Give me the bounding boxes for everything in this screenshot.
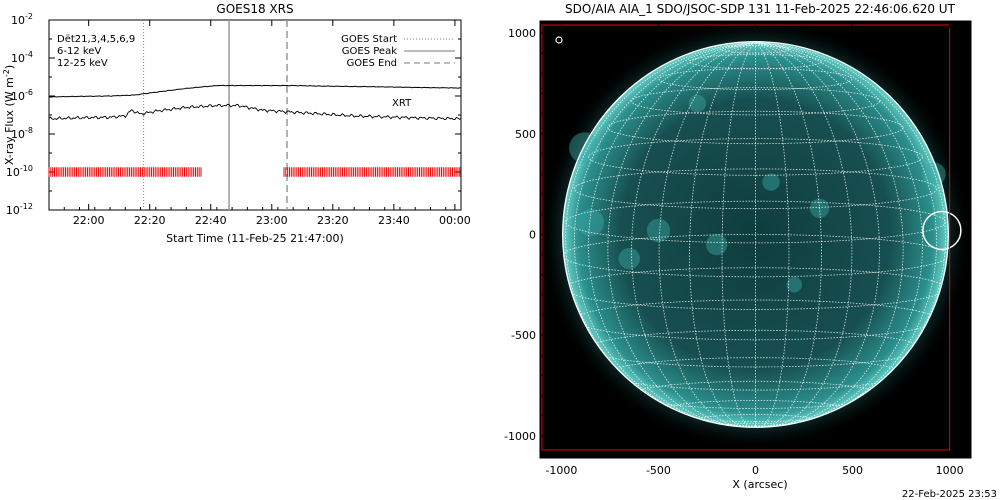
active-region [618, 247, 640, 270]
goes-y-tick-label: 10-2 [11, 12, 33, 27]
latitude-grid-line [573, 168, 938, 210]
aia-y-tick-label: 1000 [508, 27, 536, 40]
aia-flare-location-marker [922, 210, 962, 251]
latitude-grid-line [588, 138, 923, 176]
legend-low-band: 6-12 keV [57, 46, 101, 57]
longitude-grid-line [755, 42, 938, 427]
goes-x-tick-label: 22:00 [73, 214, 105, 227]
latitude-grid-line [562, 234, 949, 278]
active-region [809, 198, 830, 218]
aia-x-tick-label: -1000 [545, 464, 577, 477]
aia-x-tick-label: 0 [752, 464, 759, 477]
latitude-grid-line [565, 267, 946, 310]
goes-y-tick-label: 10-6 [11, 88, 33, 103]
aia-chart-title: SDO/AIA AIA_1 SDO/JSOC-SDP 131 11-Feb-20… [565, 2, 956, 16]
goes-x-tick-label: 22:20 [134, 214, 166, 227]
longitude-grid-line [689, 42, 756, 428]
active-region [922, 162, 946, 186]
xrt-label: XRT [392, 98, 412, 109]
goes-flux-series-2 [48, 103, 462, 121]
goes-x-tick-label: 23:20 [317, 214, 349, 227]
latitude-grid-line [565, 200, 946, 244]
goes-y-tick-label: 10-12 [6, 202, 33, 217]
aia-image-background [540, 21, 971, 458]
longitude-grid-line [755, 42, 822, 428]
longitude-grid-line [721, 42, 756, 428]
latitude-grid-line [689, 53, 822, 70]
legend-goes-end: GOES End [347, 58, 397, 69]
goes-x-tick-label: 23:40 [378, 214, 410, 227]
aia-plot-frame [539, 20, 972, 459]
xrt-fov-box [541, 24, 951, 451]
footer-timestamp: 22-Feb-2025 23:53 [902, 489, 997, 500]
longitude-grid-line [588, 42, 756, 427]
latitude-grid-line [631, 87, 880, 116]
latitude-grid-line [607, 110, 904, 145]
latitude-grid-line [588, 329, 923, 368]
active-region [786, 277, 803, 293]
goes-y-tick-label: 10-4 [11, 50, 33, 65]
solar-limb [562, 40, 949, 428]
goes-y-tick-label: 10-10 [6, 164, 33, 179]
goes-x-axis-label: Start Time (11-Feb-25 21:47:00) [166, 232, 344, 245]
xrt-fov-label: XRT FOV [551, 424, 594, 435]
aia-x-tick-label: -500 [646, 464, 671, 477]
goes-y-tick-label: 10-8 [11, 126, 33, 141]
longitude-grid-line [565, 42, 756, 427]
legend-goes-start: GOES Start [341, 34, 397, 45]
longitude-grid-line [607, 42, 756, 428]
latitude-grid-line [658, 68, 853, 91]
aia-y-tick-label: 500 [515, 128, 536, 141]
latitude-grid-line [607, 357, 904, 391]
longitude-grid-line [755, 42, 853, 428]
goes-flux-series-1 [49, 84, 462, 98]
active-region [762, 173, 780, 191]
longitude-grid-line [755, 42, 946, 427]
longitude-grid-line [658, 42, 756, 428]
aia-x-axis-label: X (arcsec) [732, 478, 787, 491]
goes-x-tick-label: 22:40 [195, 214, 227, 227]
latitude-grid-line [631, 380, 880, 409]
active-region [646, 218, 671, 243]
longitude-grid-line [755, 42, 904, 428]
active-region [688, 94, 706, 113]
aia-x-tick-label: 1000 [936, 464, 964, 477]
latitude-grid-line [573, 299, 938, 341]
goes-xrs-chart: GOES18 XRS 10-2 10-4 10-6 10-8 10-10 10-12 22… [2, 2, 470, 245]
latitude-grid-line [721, 45, 790, 54]
active-region [705, 233, 728, 256]
aia-y-tick-label: -1000 [504, 430, 536, 443]
active-region [569, 132, 601, 164]
longitude-grid-line [755, 42, 923, 427]
legend-goes-peak: GOES Peak [342, 46, 397, 57]
aia-x-tick-label: 500 [842, 464, 863, 477]
latitude-grid-line [658, 400, 853, 423]
longitude-grid-line [573, 42, 756, 427]
legend-high-band: 12-25 keV [57, 58, 108, 69]
flare-legend-symbol [555, 36, 563, 44]
aia-y-tick-label: -500 [511, 329, 536, 342]
active-region [576, 208, 605, 236]
latitude-grid-line [721, 422, 790, 428]
solar-corona [540, 21, 971, 451]
legend-channels: Dët21,3,4,5,6,9 [57, 34, 135, 45]
aia-y-tick-label: 0 [529, 228, 536, 241]
longitude-grid-line [631, 42, 756, 428]
longitude-grid-line [755, 42, 880, 428]
flare-legend-label: AIA flare location [566, 36, 651, 47]
latitude-grid-line [689, 414, 822, 428]
goes-x-tick-label: 23:00 [256, 214, 288, 227]
goes-plot-frame [48, 19, 462, 211]
longitude-grid-line [755, 42, 790, 428]
solar-disk [562, 41, 949, 428]
goes-x-tick-label: 00:00 [439, 214, 470, 227]
goes-y-axis-label: X-ray Flux (W m-2) [2, 65, 16, 165]
goes-chart-title: GOES18 XRS [216, 2, 293, 16]
